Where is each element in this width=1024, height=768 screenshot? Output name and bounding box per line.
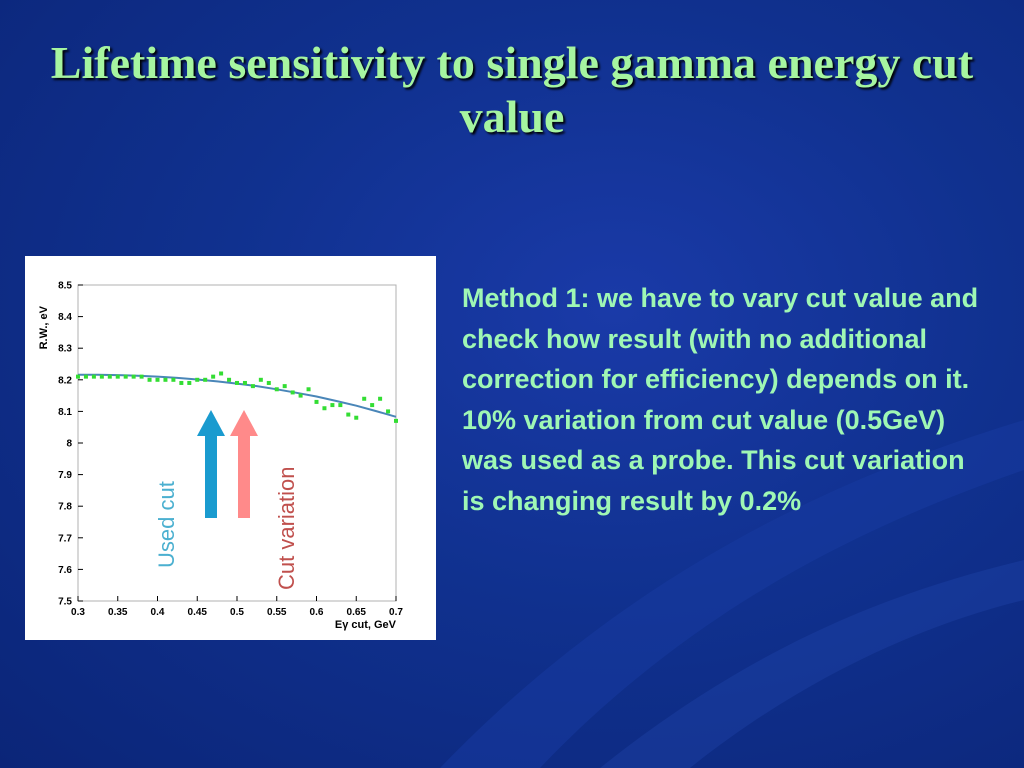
y-tick-label: 8.5 (58, 281, 72, 292)
y-tick-label: 8 (66, 439, 72, 450)
x-tick-label: 0.55 (267, 607, 287, 618)
data-point (187, 380, 192, 385)
data-point (370, 403, 375, 408)
y-tick-label: 7.6 (58, 565, 72, 576)
data-point (179, 380, 184, 385)
y-axis-label: R.W., eV (38, 305, 50, 349)
data-point (99, 374, 104, 379)
data-point (203, 377, 208, 382)
chart-panel: 0.3 0.35 0.4 0.45 0.5 0.55 0.6 0.65 0.7 7.5 7.6 7.… (25, 256, 436, 640)
data-point (147, 377, 152, 382)
data-point (115, 374, 120, 379)
data-point (91, 374, 96, 379)
x-tick-label: 0.5 (230, 607, 244, 618)
x-tick-label: 0.6 (310, 607, 324, 618)
y-tick-label: 8.1 (58, 407, 72, 418)
data-point (322, 406, 327, 411)
data-point (195, 377, 200, 382)
slide-title: Lifetime sensitivity to single gamma ene… (50, 37, 974, 142)
data-point (211, 374, 216, 379)
data-point (219, 371, 224, 376)
data-point (76, 374, 80, 379)
data-point (290, 390, 295, 395)
x-axis-label: Eγ cut, GeV (335, 619, 397, 631)
method-description: Method 1: we have to vary cut value and … (462, 283, 979, 516)
used-cut-label: Used cut (154, 481, 179, 568)
y-tick-label: 8.4 (58, 312, 72, 323)
y-tick-label: 7.9 (58, 470, 72, 481)
data-point (123, 374, 128, 379)
data-point (314, 399, 319, 404)
data-point (394, 418, 398, 423)
x-tick-label: 0.45 (188, 607, 208, 618)
y-tick-label: 8.2 (58, 375, 72, 386)
x-tick-label: 0.35 (108, 607, 128, 618)
data-point (163, 377, 168, 382)
rw-vs-cut-chart: 0.3 0.35 0.4 0.45 0.5 0.55 0.6 0.65 0.7 7.5 7.6 7.… (38, 281, 403, 632)
data-point (330, 403, 335, 408)
data-point (83, 374, 88, 379)
data-point (282, 384, 287, 389)
data-point (266, 380, 271, 385)
x-tick-label: 0.4 (151, 607, 165, 618)
data-point (227, 377, 232, 382)
data-point (346, 412, 351, 417)
data-point (298, 393, 303, 398)
data-point (386, 409, 391, 414)
data-point (250, 384, 255, 389)
y-tick-label: 7.7 (58, 533, 72, 544)
x-tick-label: 0.3 (71, 607, 85, 618)
data-point (131, 374, 136, 379)
data-point (139, 374, 144, 379)
data-point (354, 415, 359, 420)
x-tick-label: 0.7 (389, 607, 403, 618)
plot-frame (77, 284, 397, 602)
y-tick-label: 7.5 (58, 597, 72, 608)
data-point (171, 377, 176, 382)
cut-variation-label: Cut variation (274, 466, 299, 590)
data-point (242, 380, 247, 385)
x-tick-label: 0.65 (347, 607, 367, 618)
data-point (274, 387, 279, 392)
y-tick-label: 8.3 (58, 344, 72, 355)
data-point (378, 396, 383, 401)
data-point (338, 403, 343, 408)
y-tick-label: 7.8 (58, 502, 72, 513)
data-point (306, 387, 311, 392)
data-point (258, 377, 263, 382)
data-point (155, 377, 160, 382)
used-cut-arrow (197, 410, 225, 518)
cut-variation-arrow (230, 410, 258, 518)
data-point (362, 396, 367, 401)
data-point (107, 374, 112, 379)
data-point (235, 380, 239, 385)
